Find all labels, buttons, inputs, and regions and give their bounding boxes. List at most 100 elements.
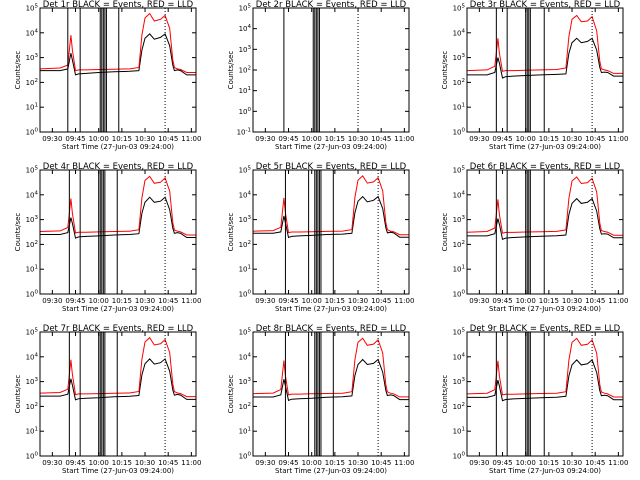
y-tick-label: 105 — [26, 328, 39, 337]
y-tick-label: 103 — [453, 53, 466, 62]
x-tick-label: 09:30 — [469, 459, 489, 467]
x-tick-label: 11:00 — [394, 459, 414, 467]
series-red-line — [466, 176, 623, 236]
y-tick-label: 105 — [239, 166, 252, 175]
x-tick-label: 09:30 — [469, 297, 489, 305]
y-tick-label: 105 — [239, 4, 252, 13]
x-tick-label: 10:00 — [302, 459, 322, 467]
panel-title: Det 9r BLACK = Events, RED = LLD — [470, 324, 621, 334]
x-tick-label: 09:30 — [255, 459, 275, 467]
x-tick-label: 09:45 — [65, 459, 85, 467]
detector-panel: Det 9r BLACK = Events, RED = LLD 100 101 10… — [441, 324, 628, 475]
detector-panel: Det 2r BLACK = Events, RED = LLD 10-1 100 1… — [227, 0, 414, 151]
series-black-line — [40, 358, 196, 401]
x-axis-label: Start Time (27-Jun-03 09:24:00) — [62, 143, 174, 151]
panel-title: Det 6r BLACK = Events, RED = LLD — [470, 162, 621, 172]
x-tick-label: 10:45 — [158, 459, 178, 467]
x-axis-label: Start Time (27-Jun-03 09:24:00) — [275, 305, 387, 313]
y-tick-label: 104 — [453, 352, 466, 361]
x-tick-label: 10:45 — [585, 135, 605, 143]
x-tick-label: 10:30 — [135, 459, 155, 467]
y-tick-label: 103 — [26, 215, 39, 224]
y-axis-label: Counts/sec — [227, 51, 235, 90]
y-tick-label: 103 — [26, 53, 39, 62]
plot-frame — [466, 7, 624, 133]
y-tick-label: 101 — [26, 103, 38, 112]
detector-panel: Det 8r BLACK = Events, RED = LLD 100 101 10… — [227, 324, 414, 475]
series-black-line — [40, 196, 196, 239]
y-tick-label: 105 — [453, 166, 466, 175]
x-tick-label: 09:30 — [42, 297, 62, 305]
y-tick-label: 105 — [26, 4, 39, 13]
x-tick-label: 09:30 — [469, 135, 489, 143]
x-tick-label: 11:00 — [394, 297, 414, 305]
y-tick-label: 102 — [453, 78, 465, 87]
x-tick-label: 10:00 — [516, 135, 536, 143]
x-tick-label: 10:15 — [112, 135, 132, 143]
y-tick-label: 105 — [26, 166, 39, 175]
y-tick-label: 100 — [453, 128, 466, 137]
x-tick-label: 10:00 — [89, 297, 109, 305]
x-tick-label: 10:30 — [135, 135, 155, 143]
x-tick-label: 09:45 — [65, 135, 85, 143]
y-tick-label: 100 — [239, 290, 252, 299]
y-tick-label: 102 — [239, 66, 251, 75]
y-tick-label: 101 — [453, 427, 465, 436]
x-axis-label: Start Time (27-Jun-03 09:24:00) — [489, 305, 601, 313]
y-tick-label: 104 — [453, 190, 466, 199]
plot-frame — [39, 169, 197, 295]
y-tick-label: 102 — [239, 402, 251, 411]
y-tick-label: 105 — [453, 4, 466, 13]
x-axis-label: Start Time (27-Jun-03 09:24:00) — [489, 467, 601, 475]
x-tick-label: 10:30 — [348, 135, 368, 143]
y-tick-label: 100 — [239, 452, 252, 461]
x-tick-label: 10:45 — [585, 297, 605, 305]
x-axis-label: Start Time (27-Jun-03 09:24:00) — [62, 305, 174, 313]
x-axis-label: Start Time (27-Jun-03 09:24:00) — [275, 143, 387, 151]
series-red-line — [466, 14, 623, 74]
plot-frame — [39, 7, 197, 133]
x-tick-label: 11:00 — [181, 135, 201, 143]
x-tick-label: 11:00 — [394, 135, 414, 143]
plot-frame — [466, 169, 624, 295]
x-axis-label: Start Time (27-Jun-03 09:24:00) — [275, 467, 387, 475]
x-tick-label: 10:15 — [112, 297, 132, 305]
x-tick-label: 09:45 — [492, 297, 512, 305]
y-tick-label: 100 — [453, 290, 466, 299]
x-tick-label: 10:00 — [516, 297, 536, 305]
y-tick-label: 104 — [26, 190, 39, 199]
x-tick-label: 10:45 — [158, 297, 178, 305]
x-tick-label: 09:30 — [42, 135, 62, 143]
panel-title: Det 7r BLACK = Events, RED = LLD — [43, 324, 194, 334]
detector-panel: Det 5r BLACK = Events, RED = LLD 100 101 10… — [227, 162, 414, 313]
y-axis-label: Counts/sec — [441, 51, 449, 90]
x-tick-label: 10:30 — [562, 297, 582, 305]
x-tick-label: 10:15 — [539, 459, 559, 467]
x-tick-label: 10:30 — [562, 459, 582, 467]
y-tick-label: 104 — [26, 352, 39, 361]
y-tick-label: 100 — [26, 290, 39, 299]
x-tick-label: 09:45 — [278, 135, 298, 143]
x-tick-label: 10:30 — [562, 135, 582, 143]
y-tick-label: 103 — [239, 45, 252, 54]
y-tick-label: 103 — [239, 377, 252, 386]
x-tick-label: 09:30 — [255, 135, 275, 143]
x-axis-label: Start Time (27-Jun-03 09:24:00) — [62, 467, 174, 475]
plot-frame — [252, 169, 410, 295]
y-axis-label: Counts/sec — [441, 213, 449, 252]
x-tick-label: 10:00 — [89, 459, 109, 467]
y-tick-label: 100 — [26, 452, 39, 461]
y-axis-label: Counts/sec — [14, 375, 22, 414]
x-tick-label: 10:45 — [371, 297, 391, 305]
series-red-line — [466, 337, 623, 398]
x-tick-label: 11:00 — [608, 459, 628, 467]
y-axis-label: Counts/sec — [227, 213, 235, 252]
y-tick-label: 104 — [453, 28, 466, 37]
panel-title: Det 3r BLACK = Events, RED = LLD — [470, 0, 621, 10]
detector-panel: Det 3r BLACK = Events, RED = LLD 100 101 10… — [441, 0, 628, 151]
x-tick-label: 10:30 — [135, 297, 155, 305]
detector-panel: Det 1r BLACK = Events, RED = LLD 100 101 10… — [14, 0, 201, 151]
series-red-line — [39, 12, 196, 73]
panel-title: Det 4r BLACK = Events, RED = LLD — [43, 162, 194, 172]
y-tick-label: 102 — [26, 240, 38, 249]
